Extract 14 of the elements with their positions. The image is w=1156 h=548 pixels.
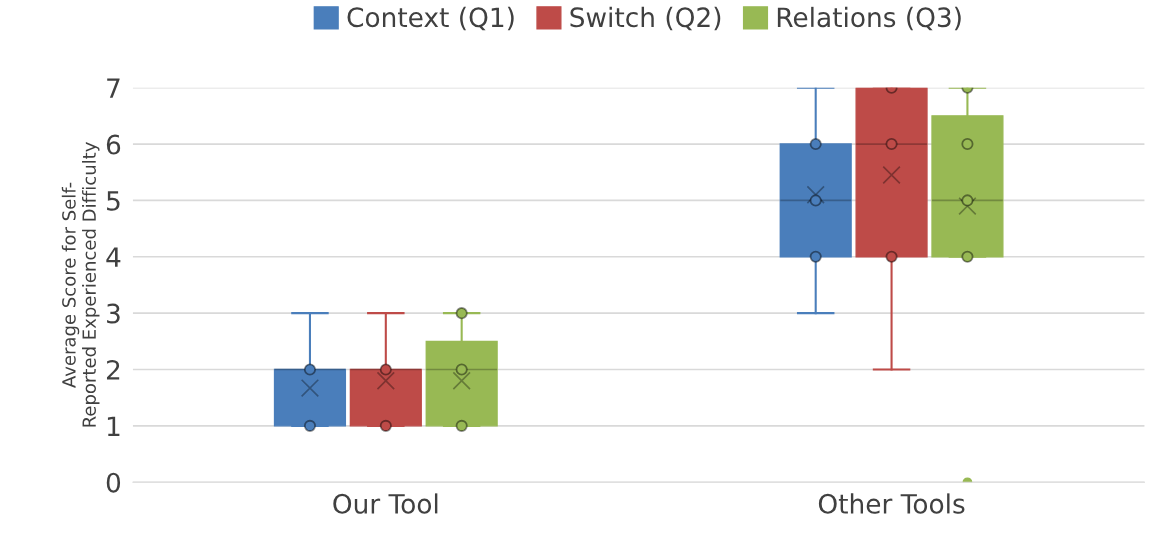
y-tick-label: 3: [107, 303, 120, 324]
y-tick-label: 6: [106, 134, 121, 155]
y-tick-label: 4: [106, 247, 121, 267]
y-tick-label: 1: [107, 416, 120, 436]
legend-label: Switch (Q2): [570, 6, 721, 31]
y-tick-label: 5: [107, 191, 120, 211]
x-tick-label: Other Tools: [818, 493, 965, 514]
legend-label: Relations (Q3): [777, 6, 961, 31]
y-axis-title: Average Score for Self- Reported Experienced Difficulty: [61, 142, 100, 427]
y-tick-label: 0: [106, 472, 121, 493]
x-tick-label: Our Tool: [333, 493, 438, 514]
y-tick-label: 7: [107, 78, 120, 98]
y-tick-label: 2: [106, 359, 120, 380]
legend-label: Context (Q1): [347, 6, 514, 31]
